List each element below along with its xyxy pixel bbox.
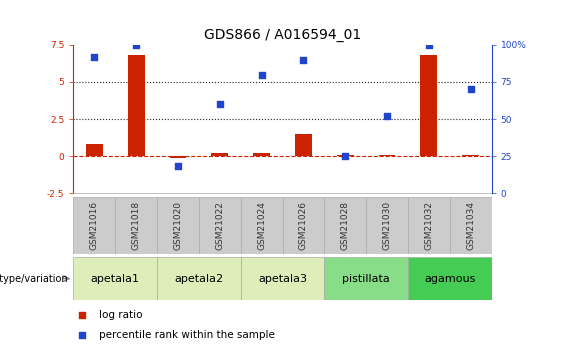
Text: GSM21032: GSM21032 bbox=[424, 200, 433, 250]
Title: GDS866 / A016594_01: GDS866 / A016594_01 bbox=[204, 28, 361, 42]
Bar bbox=[241, 257, 324, 300]
Bar bbox=[157, 197, 199, 254]
Point bbox=[299, 57, 308, 62]
Point bbox=[466, 87, 475, 92]
Text: GSM21028: GSM21028 bbox=[341, 200, 350, 250]
Point bbox=[132, 42, 141, 48]
Text: apetala1: apetala1 bbox=[91, 274, 140, 284]
Text: percentile rank within the sample: percentile rank within the sample bbox=[98, 330, 275, 339]
Bar bbox=[157, 257, 241, 300]
Bar bbox=[462, 155, 479, 156]
Point bbox=[173, 164, 182, 169]
Bar bbox=[420, 55, 437, 156]
Bar bbox=[73, 257, 157, 300]
Point bbox=[341, 153, 350, 159]
Text: apetala2: apetala2 bbox=[175, 274, 223, 284]
Bar bbox=[408, 197, 450, 254]
Bar bbox=[241, 197, 282, 254]
Point bbox=[215, 101, 224, 107]
Bar bbox=[324, 197, 366, 254]
Bar bbox=[408, 257, 492, 300]
Text: GSM21020: GSM21020 bbox=[173, 200, 182, 250]
Text: genotype/variation: genotype/variation bbox=[0, 274, 68, 284]
Text: GSM21024: GSM21024 bbox=[257, 201, 266, 249]
Bar bbox=[337, 155, 354, 156]
Point bbox=[257, 72, 266, 77]
Bar bbox=[282, 197, 324, 254]
Bar bbox=[253, 153, 270, 156]
Text: agamous: agamous bbox=[424, 274, 475, 284]
Point bbox=[424, 42, 433, 48]
Bar bbox=[128, 55, 145, 156]
Bar bbox=[170, 156, 186, 158]
Point bbox=[383, 113, 392, 119]
Bar bbox=[324, 257, 408, 300]
Text: GSM21022: GSM21022 bbox=[215, 201, 224, 249]
Point bbox=[77, 332, 86, 337]
Bar bbox=[199, 197, 241, 254]
Bar bbox=[73, 197, 115, 254]
Text: apetala3: apetala3 bbox=[258, 274, 307, 284]
Bar bbox=[86, 144, 103, 156]
Text: GSM21018: GSM21018 bbox=[132, 200, 141, 250]
Text: GSM21030: GSM21030 bbox=[383, 200, 392, 250]
Text: pistillata: pistillata bbox=[342, 274, 390, 284]
Bar bbox=[366, 197, 408, 254]
Bar bbox=[295, 134, 312, 156]
Bar bbox=[115, 197, 157, 254]
Text: GSM21034: GSM21034 bbox=[466, 200, 475, 250]
Text: GSM21016: GSM21016 bbox=[90, 200, 99, 250]
Bar bbox=[211, 153, 228, 156]
Text: log ratio: log ratio bbox=[98, 310, 142, 320]
Bar bbox=[379, 155, 395, 156]
Bar bbox=[450, 197, 492, 254]
Point bbox=[90, 54, 99, 59]
Point bbox=[77, 313, 86, 318]
Text: GSM21026: GSM21026 bbox=[299, 200, 308, 250]
